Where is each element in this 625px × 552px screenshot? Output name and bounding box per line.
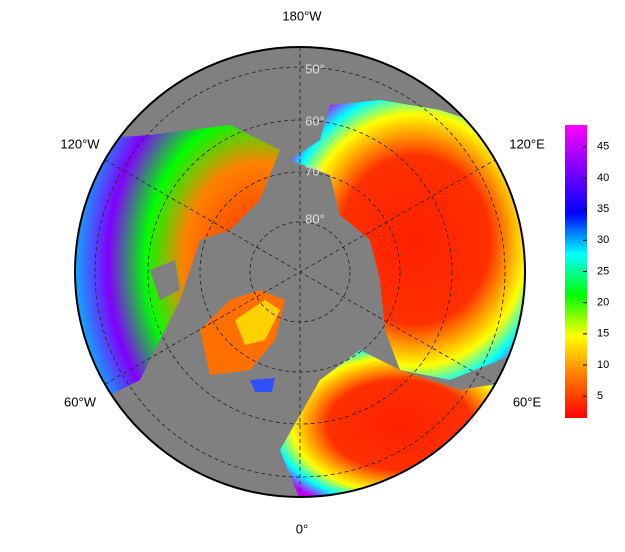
longitude-label: 180°W (282, 8, 322, 23)
colorbar-tick-label: 15 (597, 328, 609, 340)
colorbar-tick-label: 20 (597, 297, 609, 309)
iceland-data (250, 378, 275, 392)
latitude-label: 60° (305, 113, 325, 128)
latitude-label: 80° (305, 211, 325, 226)
hudson-bay (150, 260, 180, 300)
latitude-label: 50° (305, 61, 325, 76)
colorbar-tick-label: 30 (597, 234, 609, 246)
greenland-interior (235, 300, 280, 345)
longitude-label: 60°W (64, 394, 97, 409)
longitude-label: 120°E (509, 136, 545, 151)
colorbar-tick-label: 25 (597, 265, 609, 277)
latitude-label: 70° (305, 163, 325, 178)
longitude-label: 120°W (60, 136, 100, 151)
meridian (104, 159, 496, 385)
latitude-circle (94, 66, 506, 478)
longitude-label: 60°E (513, 394, 542, 409)
colorbar-tick-label: 5 (597, 390, 603, 402)
colorbar-tick-label: 45 (597, 141, 609, 153)
colorbar-tick-label: 40 (597, 172, 609, 184)
longitude-label: 0° (296, 521, 308, 536)
graticule (94, 47, 506, 497)
colorbar (565, 125, 587, 418)
colorbar-tick-label: 10 (597, 359, 609, 371)
map-border (74, 46, 526, 498)
colorbar-tick-label: 35 (597, 203, 609, 215)
